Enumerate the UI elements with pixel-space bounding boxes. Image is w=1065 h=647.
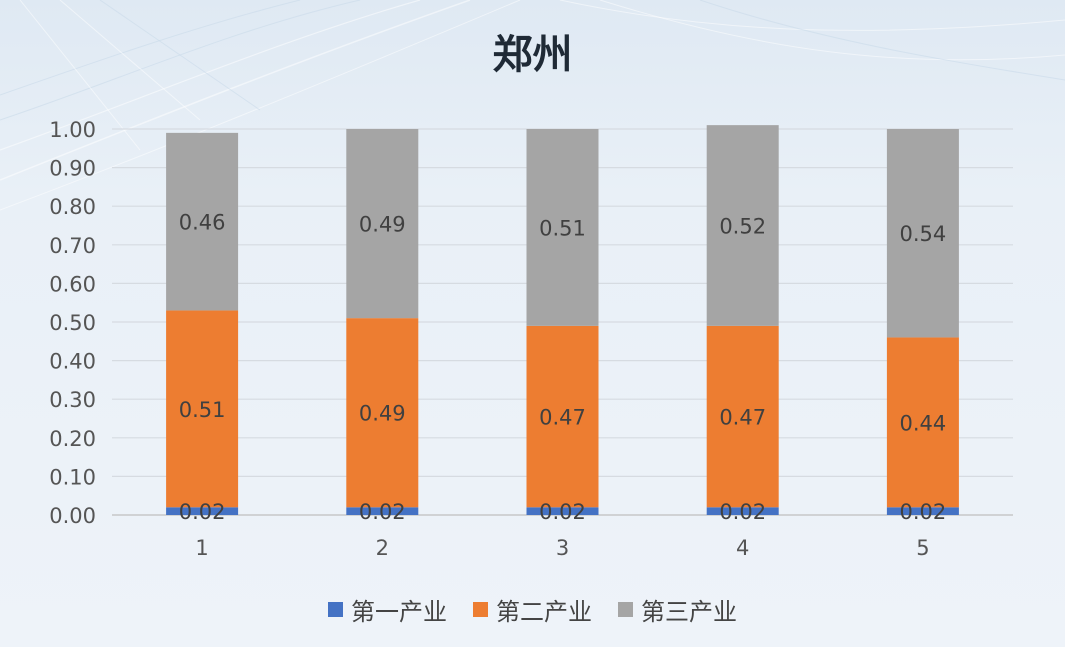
x-tick-label: 1 [195,536,208,560]
y-axis-ticks: 0.00 0.10 0.20 0.30 0.40 0.50 0.60 0.70 0.80 0.90… [49,118,96,528]
bar-segment-secondary [886,337,959,508]
bar-segment-tertiary [166,132,239,311]
bar-segment-tertiary [706,125,779,326]
x-tick-label: 5 [916,536,929,560]
legend-swatch-tertiary [618,602,633,617]
chart-title: 郑州 [492,32,573,78]
bar-segment-secondary [166,310,239,508]
bar-segment-secondary [346,318,419,508]
data-label: 0.02 [359,500,406,524]
y-tick-label: 0.10 [49,465,96,489]
legend-item-primary: 第一产业 [328,592,447,627]
y-tick-label: 0.20 [49,427,96,451]
bar-segment-tertiary [526,129,599,326]
legend-swatch-primary [328,602,343,617]
y-tick-label: 0.80 [49,195,96,219]
y-tick-label: 0.60 [49,272,96,296]
background-decoration [0,0,1065,211]
data-labels: 0.02 0.51 0.46 0.02 0.49 0.49 0.02 0.47 0.51 0.02… [179,211,947,525]
x-tick-label: 2 [376,536,389,560]
data-label: 0.52 [719,215,766,239]
data-label: 0.49 [359,402,406,426]
stacked-bars [166,125,959,515]
data-label: 0.49 [359,213,406,237]
legend-item-tertiary: 第三产业 [618,592,737,627]
bar-segment-primary [346,507,419,515]
x-tick-label: 3 [556,536,569,560]
bar-segment-secondary [526,325,599,508]
data-label: 0.47 [539,406,586,430]
data-label: 0.46 [179,211,226,235]
bar-segment-primary [526,507,599,515]
y-tick-label: 0.70 [49,234,96,258]
legend: 第一产业 第二产业 第三产业 [0,592,1065,627]
bar-segment-primary [706,507,779,515]
bar-segment-primary [886,507,959,515]
y-tick-label: 0.30 [49,388,96,412]
y-tick-label: 1.00 [49,118,96,142]
data-label: 0.02 [719,500,766,524]
y-tick-label: 0.00 [49,504,96,528]
data-label: 0.47 [719,406,766,430]
data-label: 0.44 [900,411,947,435]
data-label: 0.51 [539,216,586,240]
legend-item-secondary: 第二产业 [473,592,592,627]
data-label: 0.02 [539,500,586,524]
legend-swatch-secondary [473,602,488,617]
bar-segment-tertiary [346,129,419,319]
bar-segment-secondary [706,325,779,508]
x-tick-label: 4 [736,536,749,560]
legend-label-primary: 第一产业 [351,598,447,626]
legend-label-secondary: 第二产业 [496,598,592,626]
data-label: 0.54 [900,222,947,246]
y-tick-label: 0.40 [49,350,96,374]
bar-segment-primary [166,507,239,515]
x-axis-ticks: 1 2 3 4 5 [195,536,929,560]
legend-label-tertiary: 第三产业 [641,598,737,626]
data-label: 0.02 [900,500,947,524]
data-label: 0.02 [179,500,226,524]
bar-segment-tertiary [886,129,959,338]
y-tick-label: 0.90 [49,157,96,181]
data-label: 0.51 [179,398,226,422]
y-tick-label: 0.50 [49,311,96,335]
